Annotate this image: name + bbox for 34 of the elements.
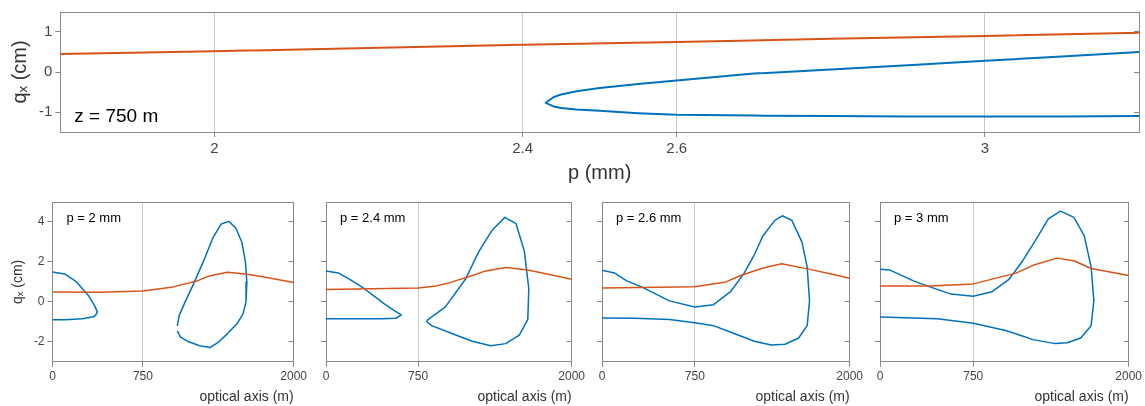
x-axis-title: optical axis (m): [755, 388, 850, 405]
y-axis-title: qₓ (cm): [9, 259, 26, 305]
x-tick-label: 2000: [1115, 369, 1143, 384]
x-tick-label: 2.6: [666, 139, 688, 157]
y-tick-label: 0: [43, 62, 53, 80]
y-tick-label: 4: [37, 214, 45, 229]
x-tick-label: 2000: [558, 369, 586, 384]
y-axis-title: qₓ (cm): [7, 40, 30, 104]
x-tick-label: 3: [980, 139, 990, 157]
x-axis-title: optical axis (m): [1034, 388, 1129, 405]
x-tick-label: 2.4: [512, 139, 534, 157]
x-tick-label: 0: [876, 369, 884, 384]
y-tick-label: 1: [43, 22, 53, 40]
annotation: z = 750 m: [74, 105, 159, 126]
x-tick-label: 750: [132, 369, 154, 384]
x-tick-label: 0: [322, 369, 330, 384]
annotation: p = 2.6 mm: [616, 210, 682, 225]
annotation: p = 2 mm: [66, 210, 122, 225]
x-tick-label: 0: [598, 369, 606, 384]
x-tick-label: 750: [684, 369, 706, 384]
x-axis-title: p (mm): [568, 160, 632, 183]
annotation: p = 3 mm: [894, 210, 949, 225]
x-tick-label: 750: [408, 369, 429, 384]
x-tick-label: 2000: [836, 369, 864, 384]
x-axis-title: optical axis (m): [477, 388, 572, 405]
y-tick-label: 2: [37, 254, 45, 269]
y-tick-label: 0: [37, 294, 45, 309]
y-tick-label: -2: [33, 334, 45, 349]
x-tick-label: 750: [963, 369, 984, 384]
y-tick-label: -1: [38, 102, 53, 120]
x-tick-label: 2000: [280, 369, 308, 384]
x-axis-title: optical axis (m): [199, 388, 294, 405]
x-tick-label: 2: [210, 139, 219, 157]
annotation: p = 2.4 mm: [340, 210, 406, 225]
